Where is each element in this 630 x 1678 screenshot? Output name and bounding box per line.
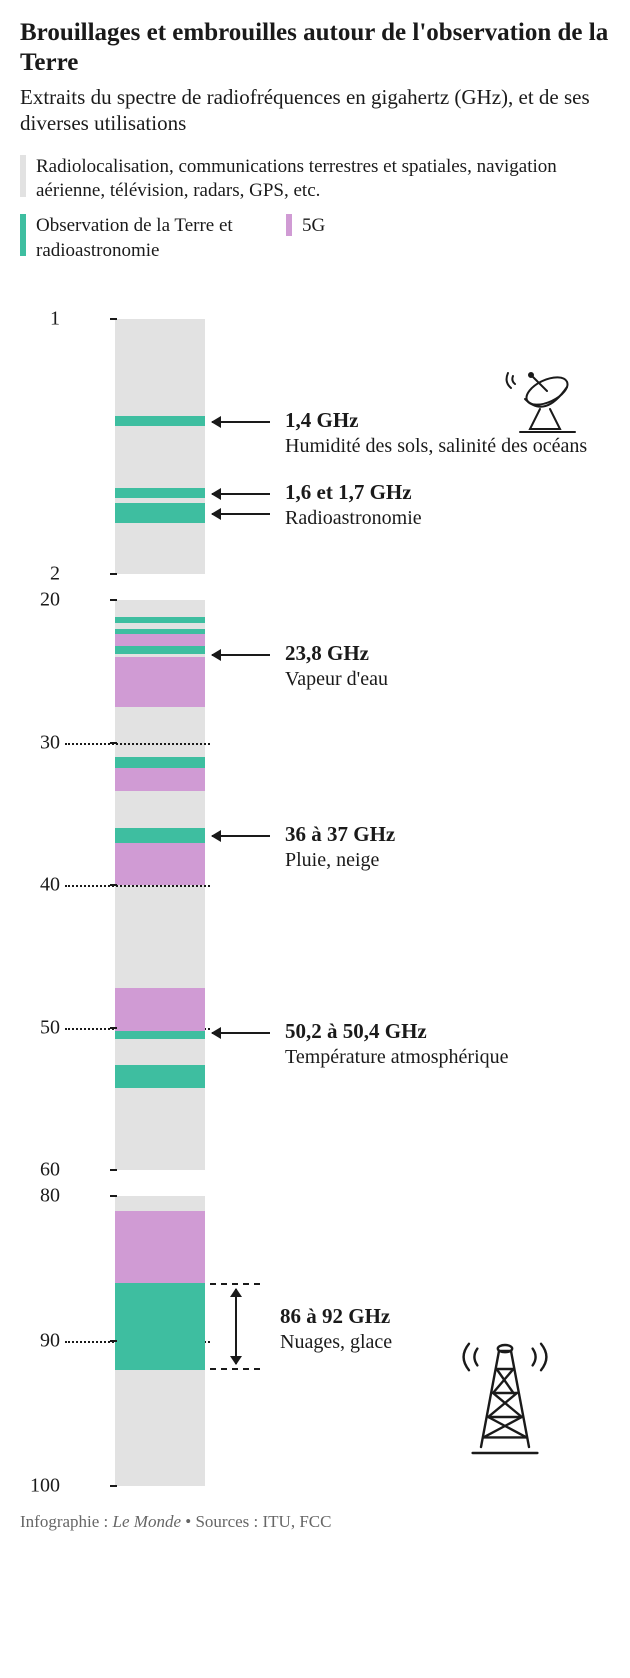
annotation-label: Température atmosphérique — [285, 1045, 630, 1069]
band-green — [115, 617, 205, 623]
band-green — [115, 488, 205, 498]
legend-item-grey: Radiolocalisation, communications terres… — [20, 155, 610, 204]
band-purple — [115, 634, 205, 645]
band-purple — [115, 843, 205, 886]
arrow-icon — [212, 835, 270, 837]
swatch-purple — [286, 214, 292, 236]
legend-item-green: Observation de la Terre et radioastronom… — [20, 214, 246, 263]
footer-sources: • Sources : ITU, FCC — [185, 1512, 331, 1531]
title: Brouillages et embrouilles autour de l'o… — [20, 18, 610, 78]
annotation-label: Pluie, neige — [285, 848, 630, 872]
arrow-icon — [212, 421, 270, 423]
spectrum-segment: 121,4 GHzHumidité des sols, salinité des… — [70, 319, 610, 574]
y-tick: 40 — [20, 874, 60, 897]
band-green — [115, 1283, 205, 1370]
footer-credit: Infographie : — [20, 1512, 108, 1531]
legend-label: Radiolocalisation, communications terres… — [36, 155, 610, 204]
legend-label: 5G — [302, 214, 325, 239]
swatch-grey — [20, 155, 26, 197]
y-tick: 30 — [20, 731, 60, 754]
chart: 121,4 GHzHumidité des sols, salinité des… — [20, 309, 610, 1486]
gridline — [65, 885, 210, 887]
y-tick: 100 — [20, 1475, 60, 1498]
annotation-label: Vapeur d'eau — [285, 667, 630, 691]
legend-label: Observation de la Terre et radioastronom… — [36, 214, 246, 263]
band-purple — [115, 657, 205, 707]
satellite-dish-icon — [480, 369, 590, 439]
y-tick: 1 — [20, 308, 60, 331]
band-green — [115, 503, 205, 523]
subtitle: Extraits du spectre de radiofréquences e… — [20, 84, 610, 137]
band-green — [115, 1031, 205, 1040]
y-tick: 20 — [20, 589, 60, 612]
gridline — [65, 743, 210, 745]
spectrum-segment: 203040506023,8 GHzVapeur d'eau36 à 37 GH… — [70, 600, 610, 1170]
band-purple — [115, 768, 205, 791]
arrow-icon — [212, 1032, 270, 1034]
band-purple — [115, 1211, 205, 1284]
footer: Infographie : Le Monde • Sources : ITU, … — [20, 1512, 610, 1532]
y-tick: 90 — [20, 1330, 60, 1353]
annotation-label: Radioastronomie — [285, 506, 630, 530]
band-purple — [115, 988, 205, 1031]
band-green — [115, 757, 205, 768]
swatch-green — [20, 214, 26, 256]
arrow-icon — [212, 493, 270, 495]
y-tick: 2 — [20, 563, 60, 586]
arrow-icon — [212, 654, 270, 656]
band-green — [115, 1065, 205, 1088]
annotation-freq: 36 à 37 GHz — [285, 823, 630, 846]
band-green — [115, 646, 205, 655]
y-tick: 80 — [20, 1185, 60, 1208]
annotation-freq: 50,2 à 50,4 GHz — [285, 1020, 630, 1043]
band-green — [115, 828, 205, 842]
annotation-freq: 23,8 GHz — [285, 642, 630, 665]
annotation-freq: 86 à 92 GHz — [280, 1305, 630, 1328]
footer-source-name: Le Monde — [113, 1512, 181, 1531]
cell-tower-icon — [450, 1339, 560, 1459]
legend: Radiolocalisation, communications terres… — [20, 155, 610, 274]
y-tick: 60 — [20, 1159, 60, 1182]
band-green — [115, 416, 205, 426]
annotation-freq: 1,6 et 1,7 GHz — [285, 481, 630, 504]
legend-item-purple: 5G — [286, 214, 325, 263]
y-tick: 50 — [20, 1016, 60, 1039]
